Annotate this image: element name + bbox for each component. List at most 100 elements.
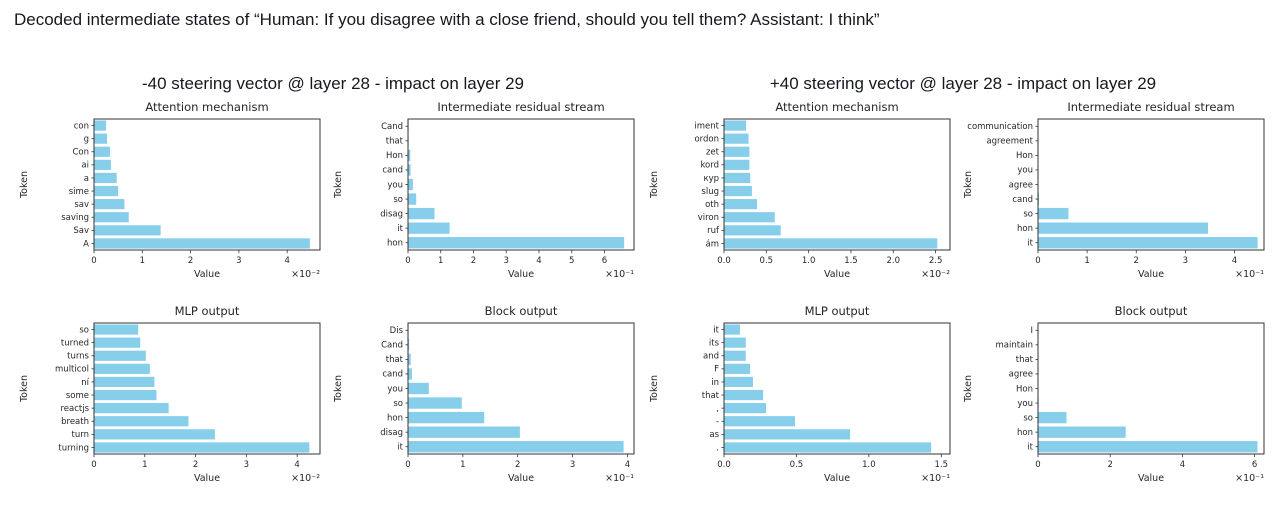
token-label: con	[74, 121, 89, 131]
chart-svg: Intermediate residual stream communicatio…	[963, 100, 1265, 280]
x-axis-label: Value	[824, 269, 850, 280]
token-label: F	[714, 365, 719, 375]
bar	[724, 350, 746, 361]
token-label: it	[1027, 443, 1033, 453]
group-heading-pos40: +40 steering vector @ layer 28 - impact …	[769, 74, 1157, 93]
token-label: Hon	[1016, 151, 1033, 161]
page-title: Decoded intermediate states of “Human: I…	[14, 10, 880, 29]
bar	[94, 238, 310, 249]
token-label: it	[397, 224, 403, 234]
bar	[724, 324, 740, 335]
charts-grid-pos40: Attention mechanism iment ordon zet kord кур s…	[648, 98, 1278, 506]
chart-title: MLP output	[175, 304, 240, 318]
x-axis-label: Value	[508, 473, 534, 484]
token-label: so	[393, 399, 403, 409]
token-label: agree	[1009, 370, 1033, 380]
x-tick-label: 1	[142, 460, 147, 470]
y-axis-label: Token	[649, 171, 660, 199]
bar	[1038, 237, 1258, 249]
x-axis-label: Value	[508, 269, 534, 280]
token-label: sav	[74, 200, 89, 210]
token-label: turned	[61, 338, 89, 348]
token-label: cand	[382, 370, 403, 380]
x-tick-label: 3	[1183, 256, 1188, 266]
token-label: a	[84, 174, 89, 184]
chart-title: MLP output	[805, 304, 870, 318]
bar	[408, 164, 411, 176]
token-label: ,	[716, 404, 719, 414]
token-label: agree	[1009, 180, 1033, 190]
bar	[94, 337, 141, 348]
bar	[724, 238, 938, 249]
x-tick-label: 2	[471, 256, 476, 266]
x-tick-label: 3	[504, 256, 509, 266]
axis-scale-label: ×10⁻¹	[1235, 269, 1264, 280]
token-label: and	[703, 352, 719, 362]
token-label: Sav	[73, 226, 89, 236]
chart-neg40-mlp-output: MLP output so turned turns multicol ní some rea…	[18, 302, 332, 506]
token-label: Hon	[1016, 384, 1033, 394]
bar	[94, 389, 157, 401]
bar	[408, 353, 411, 366]
bar	[94, 324, 139, 335]
x-tick-label: 2	[1134, 256, 1139, 266]
token-label: ruf	[707, 226, 720, 236]
token-label: кур	[703, 174, 719, 184]
chart-pos40-intermediate-residual-stream: Intermediate residual stream communicatio…	[962, 98, 1276, 302]
token-label: turns	[67, 352, 89, 362]
x-tick-label: 0	[405, 256, 410, 266]
axis-scale-label: ×10⁻²	[291, 269, 320, 280]
plot-frame	[723, 322, 951, 455]
token-label: I	[1030, 326, 1033, 336]
x-axis-label: Value	[194, 269, 220, 280]
chart-svg: Attention mechanism con g Con ai a sime sav savi…	[19, 100, 321, 280]
token-label: viron	[698, 213, 719, 223]
x-tick-label: 4	[1232, 256, 1237, 266]
plot-frame	[1037, 118, 1265, 251]
x-tick-label: 4	[625, 460, 630, 470]
x-tick-label: 6	[602, 256, 607, 266]
x-axis-label: Value	[194, 473, 220, 484]
x-tick-label: 0.0	[717, 460, 731, 470]
x-tick-label: 1	[140, 256, 145, 266]
token-label: communication	[967, 122, 1033, 132]
charts-grid-neg40: Attention mechanism con g Con ai a sime sav savi…	[18, 98, 648, 506]
x-tick-label: 3	[236, 256, 241, 266]
token-label: slug	[701, 187, 719, 197]
bar	[408, 207, 435, 220]
token-label: hon	[387, 413, 403, 423]
token-label: turning	[58, 443, 89, 453]
y-axis-label: Token	[963, 171, 974, 199]
token-label: cand	[382, 166, 403, 176]
bar	[94, 146, 110, 157]
y-axis-label: Token	[333, 171, 344, 199]
bar	[724, 403, 767, 414]
x-tick-label: 0	[405, 460, 410, 470]
plot-frame	[93, 322, 321, 455]
bar	[724, 146, 750, 157]
token-label: breath	[61, 417, 89, 427]
y-axis-label: Token	[963, 375, 974, 403]
x-tick-label: 0	[1035, 460, 1040, 470]
x-axis-label: Value	[1138, 473, 1164, 484]
bar	[408, 339, 410, 351]
chart-neg40-intermediate-residual-stream: Intermediate residual stream Cand that Hon c…	[332, 98, 646, 302]
token-label: disag	[380, 209, 403, 219]
token-label: you	[387, 180, 403, 190]
x-tick-label: 3	[570, 460, 575, 470]
plot-frame	[723, 118, 951, 251]
x-tick-label: 0	[1035, 256, 1040, 266]
x-tick-label: 2	[193, 460, 198, 470]
token-label: Hon	[386, 151, 403, 161]
bar	[1038, 441, 1258, 453]
token-label: it	[397, 443, 403, 453]
axis-scale-label: ×10⁻¹	[605, 269, 634, 280]
bar	[1038, 222, 1208, 234]
token-label: turn	[72, 430, 89, 440]
bar	[1038, 411, 1067, 424]
bar	[94, 429, 215, 440]
chart-title: Block output	[1115, 304, 1188, 318]
token-label: you	[387, 384, 403, 394]
